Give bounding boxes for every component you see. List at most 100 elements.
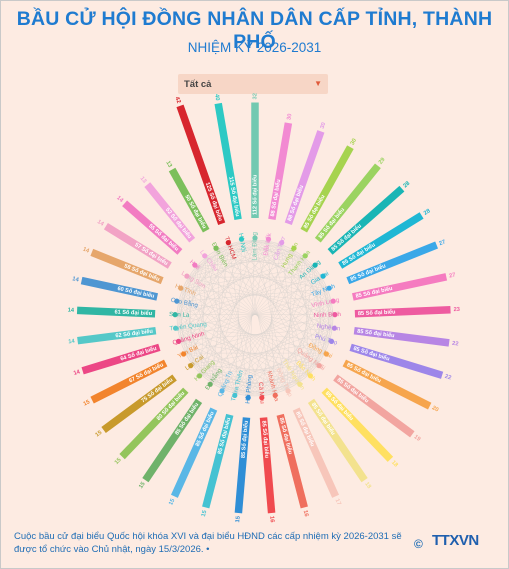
seats-bar bbox=[268, 122, 293, 221]
districts-value-label: 42 bbox=[174, 96, 182, 104]
districts-value-label: 18 bbox=[363, 481, 372, 490]
seats-value-label: 62 Số đại biểu bbox=[115, 328, 154, 340]
seats-bar bbox=[284, 130, 325, 225]
province-bar-group[interactable]: 85 Số đại biểu 22 Nghệ An bbox=[316, 323, 459, 348]
seats-bar bbox=[346, 241, 438, 285]
districts-value-label: 14 bbox=[73, 369, 82, 377]
seats-value-label: 57 Số đại biểu bbox=[133, 241, 169, 267]
seats-value-label: 85 Số đại biểu bbox=[294, 410, 316, 448]
province-name-label: Sơn La bbox=[169, 311, 190, 319]
province-dot bbox=[181, 351, 187, 357]
districts-value-label: 15 bbox=[201, 509, 209, 518]
footer-note: Cuộc bầu cử đại biểu Quốc hội khóa XVI v… bbox=[14, 531, 402, 555]
districts-value-label: 30 bbox=[350, 138, 358, 147]
seats-bar bbox=[349, 343, 444, 379]
seats-value-label: 50 Số đại biểu bbox=[183, 194, 208, 231]
province-name-label: Lâm Đồng bbox=[252, 231, 259, 260]
seats-bar bbox=[300, 145, 354, 233]
seats-value-label: 85 Số đại biểu bbox=[310, 401, 337, 437]
province-dot bbox=[184, 273, 190, 279]
districts-value-label: 32 bbox=[253, 93, 259, 99]
seats-value-label: 60 Số đại biểu bbox=[117, 285, 156, 300]
seats-value-label: 75 Số đại biểu bbox=[140, 376, 175, 404]
seats-value-label: 85 Số đại biểu bbox=[317, 206, 346, 240]
seats-bar bbox=[352, 273, 448, 301]
districts-value-label: 13 bbox=[164, 160, 173, 169]
province-bar-group[interactable]: 85 Số đại biểu 15 Hải Phòng bbox=[234, 374, 254, 523]
seats-bar bbox=[321, 387, 394, 462]
districts-value-label: 27 bbox=[438, 239, 446, 247]
seats-bar bbox=[90, 359, 168, 404]
province-dot bbox=[328, 338, 335, 344]
province-dot bbox=[330, 298, 336, 304]
seats-bar bbox=[90, 248, 164, 285]
province-bar-group[interactable]: 85 Số đại biểu 23 Ninh Bình bbox=[314, 305, 461, 319]
province-dot bbox=[245, 395, 251, 401]
province-bar-group[interactable]: 115 Số đại biểu 40 Hà Nội bbox=[213, 94, 247, 253]
districts-value-label: 14 bbox=[96, 219, 105, 228]
seats-bar bbox=[80, 276, 158, 301]
province-bar-group[interactable]: 88 Số đại biểu 30 Đắk Lắk bbox=[262, 113, 293, 256]
filter-selected-value: Tất cả bbox=[184, 78, 212, 90]
province-dot bbox=[320, 273, 326, 279]
seats-bar bbox=[292, 407, 340, 498]
seats-value-label: 85 Số đại biểu bbox=[324, 390, 355, 422]
districts-value-label: 29 bbox=[378, 156, 387, 165]
province-dot bbox=[192, 262, 198, 268]
seats-value-label: 85 Số đại biểu bbox=[357, 328, 396, 340]
districts-value-label: 14 bbox=[72, 276, 80, 283]
districts-value-label: 15 bbox=[235, 515, 242, 523]
province-name-label: Hà Tĩnh bbox=[174, 283, 197, 298]
seats-bar bbox=[276, 413, 308, 509]
districts-value-label: 22 bbox=[444, 374, 452, 382]
districts-value-label: 15 bbox=[95, 429, 104, 438]
province-name-label: Hà Nội bbox=[237, 233, 247, 253]
province-name-label: Cà Mau bbox=[257, 382, 266, 405]
districts-value-label: 40 bbox=[213, 94, 220, 101]
seats-value-label: 85 Số đại biểu bbox=[341, 241, 377, 267]
districts-value-label: 22 bbox=[452, 341, 459, 348]
seats-bar bbox=[101, 374, 177, 434]
districts-value-label: 30 bbox=[320, 122, 328, 130]
province-dot bbox=[265, 236, 272, 242]
province-dot bbox=[279, 240, 285, 246]
seats-bar bbox=[338, 212, 424, 269]
province-dot bbox=[174, 298, 180, 304]
province-bar-group[interactable]: 112 Số đại biểu 32 Lâm Đồng bbox=[251, 93, 259, 261]
page-title: BẦU CỬ HỘI ĐỒNG NHÂN DÂN CẤP TỈNH, THÀNH… bbox=[16, 8, 493, 53]
seats-value-label: 61 Số đại biểu bbox=[114, 308, 152, 317]
districts-value-label: 14 bbox=[115, 195, 124, 204]
seats-value-label: 85 Số đại biểu bbox=[278, 417, 294, 456]
province-name-label: Nghệ An bbox=[316, 323, 341, 333]
province-bar-group[interactable]: 61 Số đại biểu 14 Sơn La bbox=[68, 306, 191, 319]
province-dot bbox=[252, 235, 258, 241]
seats-value-label: 88 Số đại biểu bbox=[269, 178, 282, 217]
seats-value-label: 85 Số đại biểu bbox=[330, 222, 363, 252]
province-bar-group[interactable]: 85 Số đại biểu 16 Cà Mau bbox=[257, 382, 276, 524]
province-dot bbox=[272, 392, 278, 398]
districts-value-label: 28 bbox=[402, 180, 411, 189]
seats-bar bbox=[202, 413, 234, 509]
province-dot bbox=[178, 285, 184, 291]
province-filter-dropdown[interactable]: Tất cả ▼ bbox=[178, 74, 328, 94]
districts-value-label: 15 bbox=[114, 457, 123, 466]
province-dot bbox=[172, 312, 178, 318]
districts-value-label: 14 bbox=[68, 339, 76, 346]
districts-value-label: 14 bbox=[68, 308, 75, 314]
districts-value-label: 30 bbox=[286, 113, 293, 120]
province-bar-group[interactable]: 62 Số đại biểu 14 Tuyên Quang bbox=[68, 321, 208, 346]
seats-bar bbox=[327, 185, 405, 255]
seats-value-label: 64 Số đại biểu bbox=[119, 345, 158, 363]
province-dot bbox=[238, 236, 245, 242]
province-dot bbox=[197, 373, 203, 379]
province-dot bbox=[312, 262, 318, 268]
districts-value-label: 20 bbox=[431, 405, 439, 413]
seats-value-label: 85 Số đại biểu bbox=[260, 420, 270, 459]
province-bar-group[interactable]: 85 Số đại biểu 27 Vĩnh Long bbox=[311, 272, 456, 309]
logo-text: TTXVN bbox=[432, 532, 479, 549]
seats-value-label: 125 Số đại biểu bbox=[204, 181, 224, 222]
districts-value-label: 16 bbox=[268, 516, 275, 524]
province-dot bbox=[285, 388, 291, 394]
